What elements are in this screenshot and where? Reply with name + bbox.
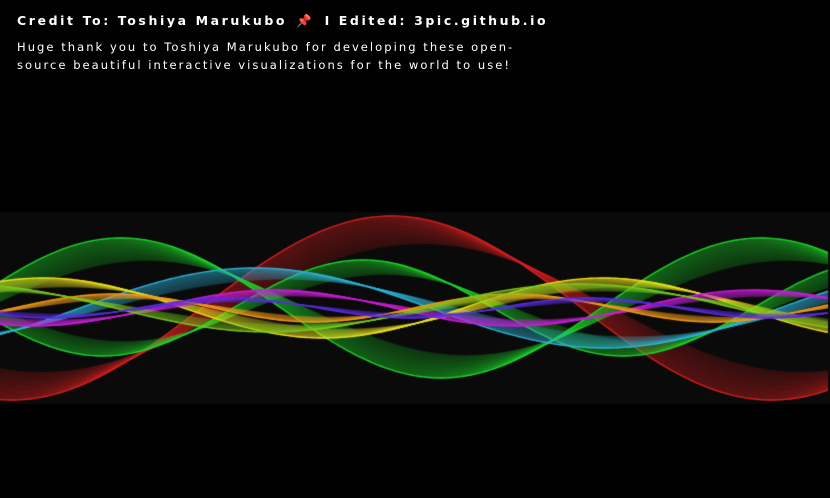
credit-thanks-text: Huge thank you to Toshiya Marukubo for d… [17,40,515,72]
credit-title: Credit To: Toshiya Marukubo 📌 I Edited: … [17,12,577,30]
credit-author: Credit To: Toshiya Marukubo [17,13,288,28]
credit-editor: I Edited: 3pic.github.io [324,13,549,28]
pushpin-icon: 📌 [296,13,312,28]
credit-overlay: Credit To: Toshiya Marukubo 📌 I Edited: … [17,12,577,74]
